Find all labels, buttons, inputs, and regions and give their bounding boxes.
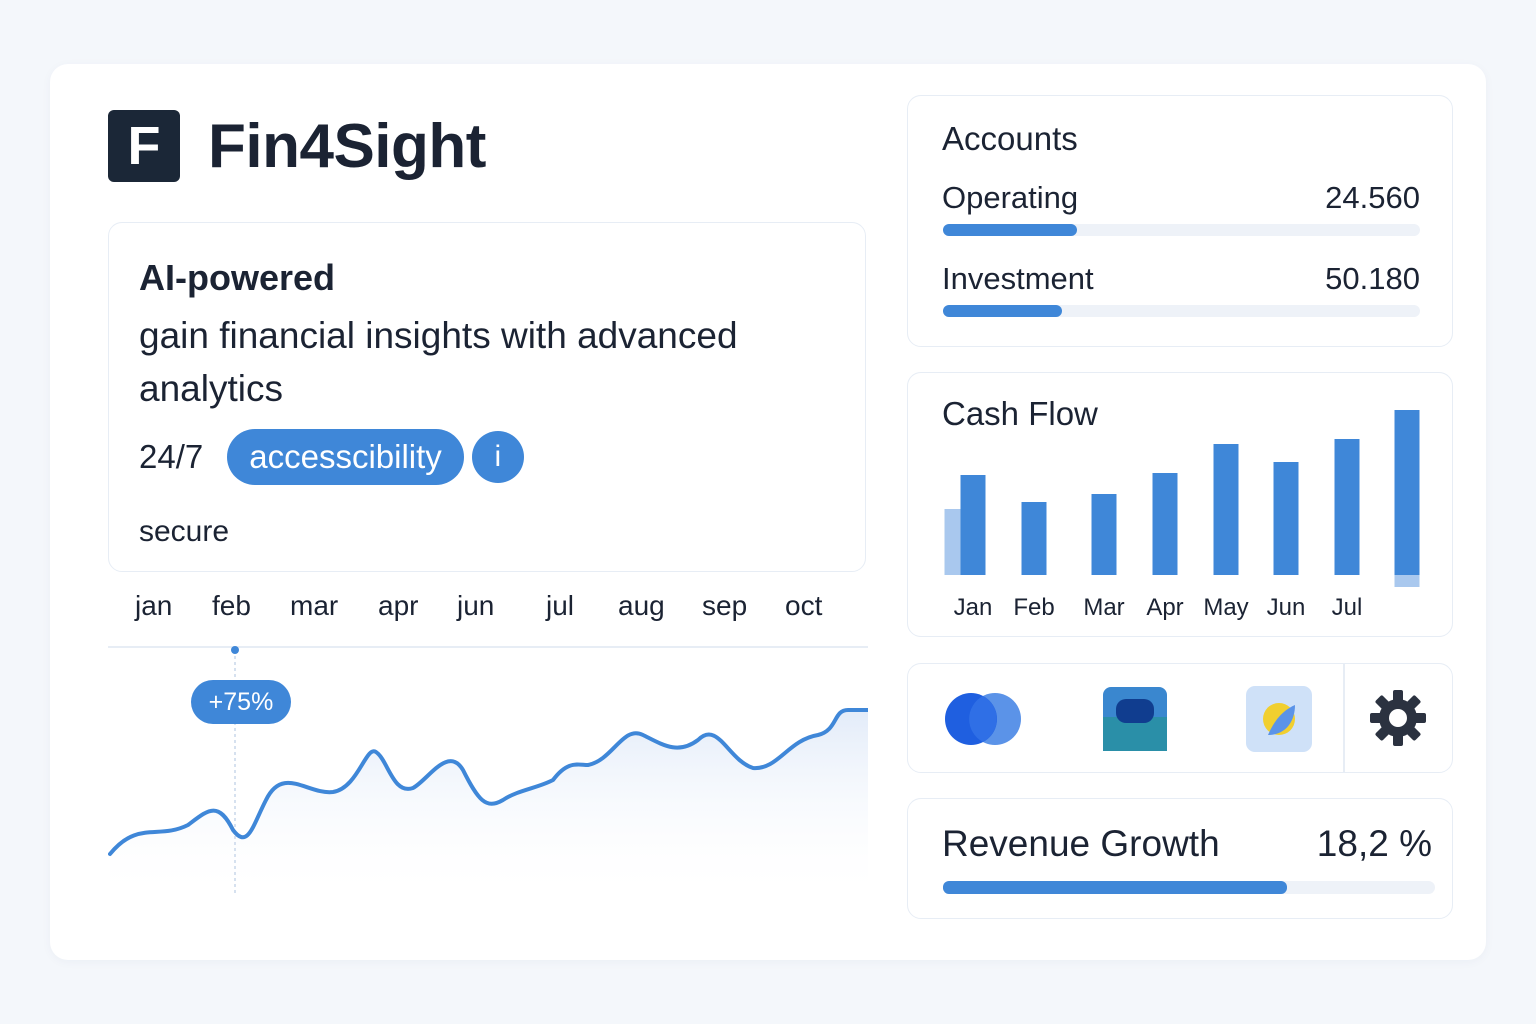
cash-flow-tick-label: Apr <box>1146 594 1183 621</box>
cash-flow-card: Cash Flow Jan Feb Mar Apr May Jun Jul <box>907 372 1453 637</box>
overlapping-circles-icon[interactable] <box>943 690 1025 748</box>
cash-flow-tick-label: Jul <box>1332 594 1363 621</box>
cash-flow-bar <box>1021 502 1047 575</box>
trend-line <box>108 708 868 856</box>
cash-flow-bar <box>1152 473 1178 575</box>
account-value-investment: 50.180 <box>1325 261 1420 296</box>
month-label: aug <box>618 590 665 621</box>
app-title: Fin4Sight <box>208 111 486 181</box>
apps-card <box>907 663 1453 773</box>
pie-leaf-icon[interactable] <box>1246 686 1312 752</box>
cash-flow-tick-label: May <box>1203 594 1248 621</box>
account-label-operating: Operating <box>942 180 1079 215</box>
cash-flow-title: Cash Flow <box>942 395 1098 432</box>
cash-flow-bar <box>960 475 986 575</box>
cash-flow-bar <box>1091 494 1117 575</box>
feature-row: 24/7 accesscibility i <box>139 429 524 485</box>
cash-flow-bar <box>1213 444 1239 575</box>
month-label: sep <box>702 590 748 621</box>
revenue-card: Revenue Growth 18,2 % <box>907 798 1453 919</box>
month-label: feb <box>212 590 251 621</box>
availability-label: 24/7 <box>139 438 204 475</box>
trend-divider <box>108 646 868 648</box>
accounts-card: Accounts Operating 24.560 Investment 50.… <box>907 95 1453 347</box>
cash-flow-tick-label: Jun <box>1267 594 1306 621</box>
month-label: jun <box>457 590 495 621</box>
account-progress-fill <box>943 305 1063 317</box>
wallet-icon[interactable] <box>1103 687 1167 751</box>
cash-flow-tick-label: Mar <box>1083 594 1124 621</box>
revenue-value: 18,2 % <box>1316 823 1432 864</box>
accounts-title: Accounts <box>942 120 1078 157</box>
cash-flow-tick-label: Feb <box>1013 594 1054 621</box>
accessibility-button[interactable]: accesscibility <box>227 429 464 485</box>
growth-badge: +75% <box>191 680 291 724</box>
revenue-progress-fill <box>943 881 1288 894</box>
feb-marker-dot <box>231 646 239 654</box>
account-progress-fill <box>943 224 1077 236</box>
cash-flow-bar-secondary <box>1394 575 1420 587</box>
hero-card: AI-powered gain financial insights with … <box>108 222 866 572</box>
logo-icon: F <box>108 110 180 182</box>
account-label-investment: Investment <box>942 261 1094 296</box>
cash-flow-chart: Jan Feb Mar Apr May Jun Jul <box>944 410 1420 621</box>
month-label: apr <box>378 590 419 621</box>
account-progress-operating <box>943 224 1420 236</box>
hero-title: AI-powered <box>139 257 336 298</box>
revenue-label: Revenue Growth <box>942 823 1220 864</box>
month-label: mar <box>290 590 339 621</box>
month-label: jan <box>135 590 173 621</box>
brand: F Fin4Sight <box>108 110 486 182</box>
gear-icon[interactable] <box>1370 690 1426 746</box>
hero-subtitle: gain financial insights with advanced an… <box>139 315 738 409</box>
cash-flow-tick-label: Jan <box>954 594 993 621</box>
secure-label: secure <box>139 515 230 548</box>
cash-flow-bar-secondary <box>944 509 961 575</box>
revenue-progress <box>943 881 1435 894</box>
month-label: oct <box>785 590 823 621</box>
trend-month-axis: jan feb mar apr jun jul aug sep oct <box>108 590 868 630</box>
info-icon[interactable]: i <box>471 431 524 483</box>
cash-flow-bar <box>1394 410 1420 575</box>
account-progress-investment <box>943 305 1420 317</box>
trend-line-chart <box>108 646 868 900</box>
apps-separator <box>1343 664 1345 772</box>
month-label: jul <box>546 590 575 621</box>
account-value-operating: 24.560 <box>1325 180 1420 215</box>
cash-flow-bar <box>1273 462 1299 575</box>
cash-flow-bar <box>1334 439 1360 575</box>
